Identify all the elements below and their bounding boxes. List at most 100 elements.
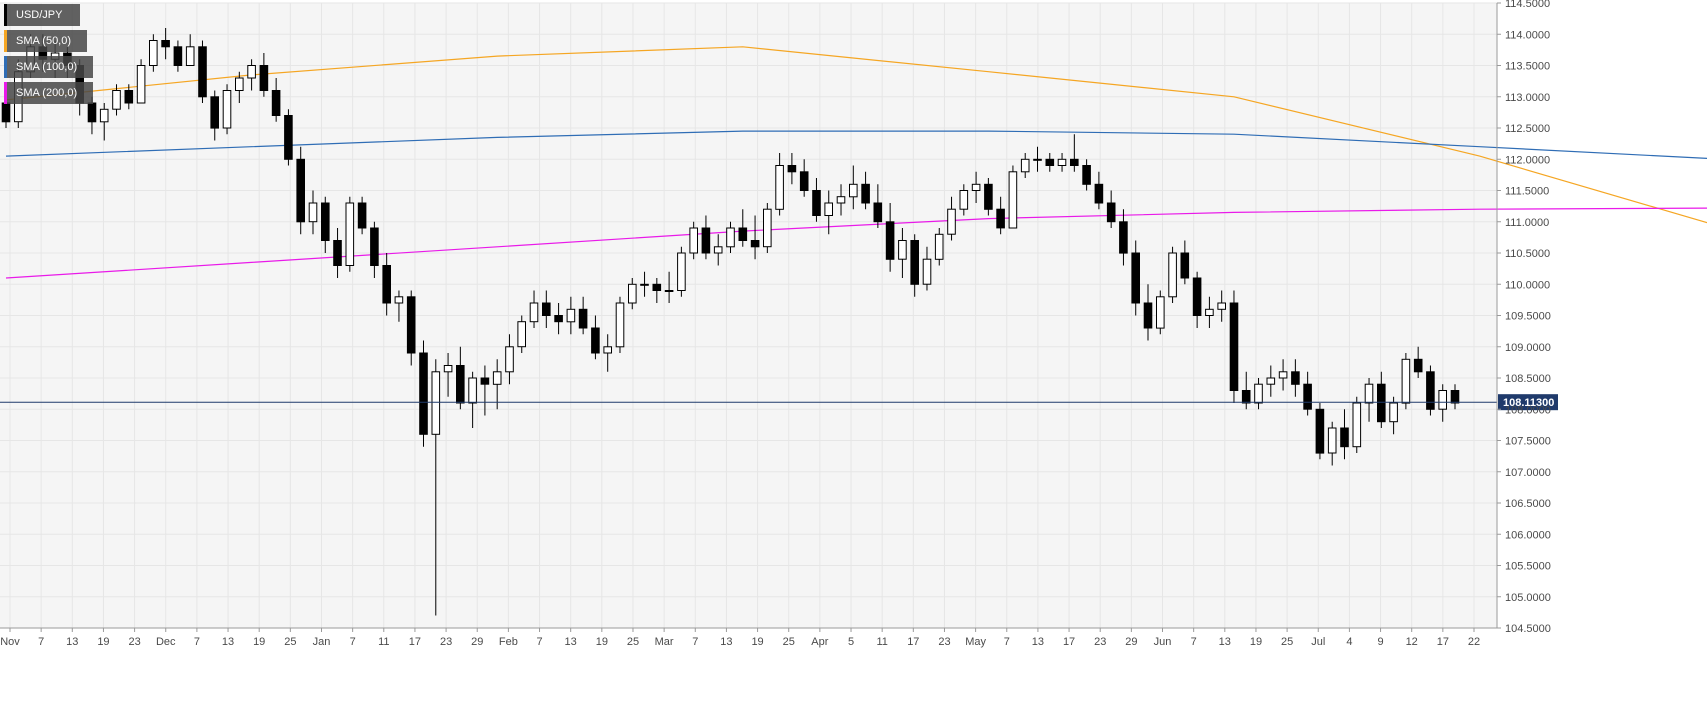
legend-item-usdjpy[interactable]: USD/JPY	[4, 4, 80, 26]
legend-label: SMA (100,0)	[16, 61, 78, 73]
candle	[738, 209, 748, 247]
candle-body	[259, 65, 269, 91]
candle-body	[1266, 377, 1276, 385]
candle	[689, 221, 699, 260]
candle	[1168, 246, 1177, 303]
candle-body	[443, 365, 453, 373]
candle-body	[1168, 252, 1177, 298]
candle-body	[1377, 383, 1386, 423]
legend-item-sma-100[interactable]: SMA (100,0)	[4, 56, 93, 78]
candle	[898, 228, 907, 278]
legend-item-sma-50[interactable]: SMA (50,0)	[4, 30, 87, 52]
x-tick-label: Feb	[499, 636, 518, 648]
current-price: 108.11300	[0, 394, 1558, 411]
candle-body	[910, 240, 920, 285]
candle	[566, 296, 576, 335]
candle	[345, 196, 355, 272]
candle-body	[136, 65, 146, 104]
candle	[1278, 359, 1288, 391]
candle-body	[959, 190, 969, 210]
x-tick-label: 11	[378, 636, 389, 648]
candle-body	[664, 290, 674, 292]
candle-body	[542, 302, 551, 316]
x-tick-label: 9	[1377, 636, 1383, 648]
candle	[136, 59, 146, 104]
x-tick-label: 25	[783, 636, 795, 648]
candle	[1156, 290, 1165, 335]
candle	[382, 253, 391, 316]
candle-body	[1389, 402, 1398, 423]
candle	[210, 90, 219, 141]
candle	[1303, 371, 1312, 416]
candle	[1426, 365, 1435, 416]
y-tick-label: 105.5000	[1505, 561, 1551, 573]
candle	[1119, 209, 1128, 266]
candle-body	[701, 227, 711, 254]
candle-body	[149, 40, 158, 66]
x-tick-label: 25	[284, 636, 296, 648]
x-tick-label: Jul	[1311, 636, 1325, 648]
candle	[222, 84, 232, 135]
candle	[542, 290, 551, 328]
x-tick-label: 19	[1250, 636, 1262, 648]
x-tick-label: Nov	[0, 636, 20, 648]
candle	[664, 271, 674, 303]
x-tick-label: Mar	[655, 636, 674, 648]
x-tick-label: Jun	[1154, 636, 1172, 648]
y-tick-label: 112.5000	[1505, 123, 1550, 135]
candle-body	[1008, 171, 1018, 229]
candle	[1364, 378, 1374, 422]
y-tick-label: 109.0000	[1505, 342, 1551, 354]
candle	[1033, 146, 1042, 172]
x-axis: Nov 7 13 19 23 Dec 7 13 19 25 Jan 7 11 17 23 29 Feb 7 13 19…	[0, 627, 1497, 648]
candle-body	[517, 321, 527, 348]
candle	[124, 84, 134, 110]
candle	[1070, 134, 1079, 172]
candle-body	[591, 327, 600, 354]
candle-body	[1352, 402, 1362, 448]
candle	[1131, 240, 1141, 316]
candle-body	[1131, 252, 1141, 304]
x-tick-label: 12	[1406, 636, 1418, 648]
candle-body	[222, 90, 232, 129]
candle-body	[1082, 165, 1091, 185]
candle-body	[247, 65, 256, 79]
x-tick-label: 19	[751, 636, 763, 648]
candle	[333, 228, 342, 278]
candle	[578, 296, 588, 335]
candle-body	[1020, 158, 1030, 173]
candle	[996, 196, 1005, 235]
legend-swatch	[4, 4, 7, 26]
x-tick-label: 17	[907, 636, 919, 648]
candle-body	[861, 183, 870, 204]
legend-item-sma-200[interactable]: SMA (200,0)	[4, 82, 93, 104]
candle-body	[824, 202, 834, 216]
candle-body	[578, 308, 588, 329]
candle	[947, 196, 956, 241]
x-tick-label: 23	[440, 636, 452, 648]
candle	[505, 334, 514, 385]
current-price-label: 108.11300	[1503, 397, 1554, 409]
candle	[468, 371, 477, 428]
candle-body	[922, 258, 932, 285]
candle-body	[713, 246, 723, 254]
candle-body	[345, 202, 355, 266]
candle-body	[210, 96, 219, 129]
candle-body	[161, 40, 170, 48]
candle-body	[1070, 158, 1079, 167]
candle-body	[185, 46, 195, 66]
candle	[775, 153, 784, 216]
candle	[1413, 346, 1423, 378]
candle-body	[419, 352, 428, 435]
candle-body	[99, 108, 109, 123]
candle-body	[112, 90, 121, 110]
x-tick-label: Dec	[156, 636, 176, 648]
candle-body	[947, 208, 956, 235]
candle	[1266, 365, 1276, 397]
candle-body	[1364, 383, 1374, 404]
x-tick-label: 19	[97, 636, 109, 648]
candle	[161, 28, 170, 60]
candle-body	[849, 183, 858, 198]
legend-swatch	[4, 30, 7, 52]
